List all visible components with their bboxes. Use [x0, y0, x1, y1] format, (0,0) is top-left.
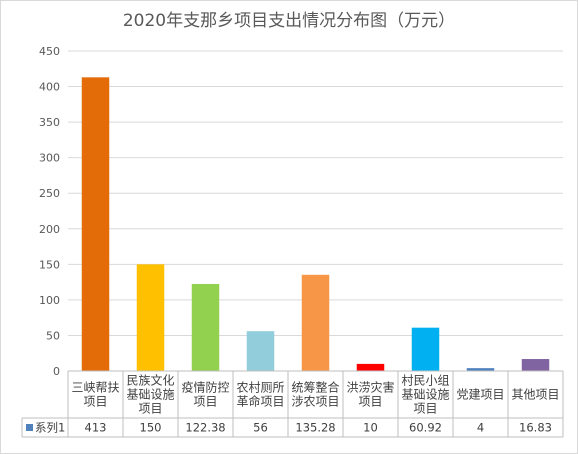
bar — [191, 283, 220, 371]
x-tick-label: 基础设施 — [126, 388, 174, 402]
series-name: 系列1 — [35, 421, 65, 435]
bar — [246, 331, 275, 371]
x-tick-label: 项目 — [138, 402, 162, 416]
data-label: 60.92 — [409, 421, 442, 435]
bar — [521, 359, 550, 371]
y-tick-label: 300 — [39, 152, 60, 165]
x-tick-label: 基础设施 — [401, 388, 449, 402]
data-label: 4 — [477, 421, 484, 435]
x-tick-label: 革命项目 — [236, 394, 284, 409]
data-label: 413 — [85, 421, 107, 435]
data-label: 10 — [363, 421, 378, 435]
chart-title: 2020年支那乡项目支出情况分布图（万元） — [122, 11, 456, 31]
y-tick-label: 250 — [39, 187, 60, 200]
x-tick-label: 村民小组 — [401, 374, 449, 388]
y-tick-label: 450 — [39, 45, 60, 58]
x-tick-label: 农村厕所 — [236, 381, 284, 395]
x-tick-label: 民族文化 — [126, 373, 174, 388]
x-tick-label: 疫情防控 — [181, 380, 229, 395]
bar — [411, 327, 440, 371]
y-tick-label: 350 — [39, 116, 60, 129]
data-label: 56 — [253, 421, 268, 435]
bar — [301, 274, 330, 371]
x-tick-label: 统筹整合 — [291, 380, 339, 395]
y-tick-label: 100 — [39, 294, 60, 307]
x-tick-label: 项目 — [83, 395, 107, 409]
legend-key — [26, 424, 33, 431]
y-tick-label: 150 — [39, 258, 60, 271]
x-tick-label: 涉农项目 — [291, 395, 339, 409]
data-label: 16.83 — [519, 421, 552, 435]
data-label: 122.38 — [185, 421, 225, 435]
bar — [136, 264, 165, 371]
x-tick-label: 三峡帮扶 — [71, 380, 119, 395]
x-tick-label: 项目 — [413, 402, 437, 416]
y-tick-label: 200 — [39, 223, 60, 236]
y-tick-label: 0 — [53, 365, 60, 378]
bar — [81, 77, 110, 372]
x-tick-label: 党建项目 — [456, 387, 504, 402]
data-label: 150 — [140, 421, 162, 435]
bar — [356, 363, 385, 371]
bar — [466, 368, 495, 371]
y-tick-label: 50 — [46, 329, 60, 342]
x-tick-label: 其他项目 — [511, 388, 559, 402]
y-tick-label: 400 — [39, 81, 60, 94]
data-label: 135.28 — [295, 421, 335, 435]
x-tick-label: 洪涝灾害 — [346, 380, 394, 395]
x-tick-label: 项目 — [193, 395, 217, 409]
x-tick-label: 项目 — [358, 395, 382, 409]
